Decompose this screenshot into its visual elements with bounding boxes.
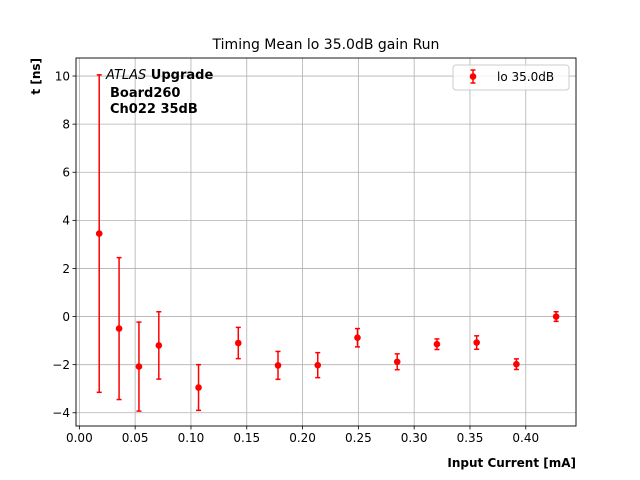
x-tick-label: 0.05 [122, 431, 149, 445]
x-tick-label: 0.10 [178, 431, 205, 445]
plot-frame [75, 57, 577, 427]
data-point [155, 311, 163, 380]
data-point [354, 327, 361, 348]
chart-title: Timing Mean lo 35.0dB gain Run [212, 37, 440, 53]
data-marker [393, 358, 401, 366]
legend-box [452, 64, 570, 91]
annotation-line-1: ATLAS Upgrade [105, 68, 213, 83]
grid [76, 58, 576, 426]
legend-label: lo 35.0dB [497, 70, 554, 84]
x-tick-label: 0.30 [401, 431, 428, 445]
data-point [314, 351, 322, 379]
data-layer [95, 74, 560, 412]
data-point [195, 363, 202, 412]
data-marker [115, 325, 123, 332]
data-marker [552, 313, 560, 320]
y-axis-label: t [ns] [29, 58, 43, 95]
data-marker [195, 384, 202, 391]
y-tick-label: 8 [62, 117, 70, 131]
data-marker [135, 363, 143, 370]
ticks: 0.00 0.05 0.10 0.15 0.20 0.25 0.30 0.35 0.40 −4 −2… [52, 69, 539, 445]
data-marker [95, 230, 103, 237]
data-point [234, 326, 242, 360]
legend: lo 35.0dB [452, 64, 570, 91]
y-tick-label: −4 [52, 406, 70, 420]
data-point [274, 350, 282, 381]
annotation-atlas: ATLAS [105, 68, 146, 83]
data-point [552, 311, 560, 323]
y-tick-label: 2 [62, 262, 70, 276]
annotation-upgrade: Upgrade [146, 68, 213, 83]
annotation-line-2: Board260 [110, 86, 180, 101]
x-tick-label: 0.20 [289, 431, 316, 445]
data-point [115, 256, 123, 401]
x-tick-label: 0.40 [512, 431, 539, 445]
data-marker [274, 362, 282, 369]
data-marker [155, 342, 163, 349]
y-tick-label: 4 [62, 214, 70, 228]
data-marker [513, 360, 520, 368]
data-marker [234, 339, 242, 347]
annotation-line-3: Ch022 35dB [110, 102, 198, 117]
y-tick-label: 0 [62, 310, 70, 324]
data-point [513, 358, 520, 371]
x-tick-label: 0.35 [457, 431, 484, 445]
data-marker [433, 340, 441, 348]
data-point [95, 74, 103, 394]
data-marker [314, 361, 322, 369]
data-point [135, 321, 143, 412]
x-tick-label: 0.00 [66, 431, 93, 445]
x-tick-label: 0.25 [345, 431, 372, 445]
x-axis-label: Input Current [mA] [447, 456, 576, 470]
y-tick-label: −2 [52, 358, 70, 372]
legend-marker-point [469, 73, 477, 80]
data-marker [473, 339, 480, 346]
data-marker [354, 334, 361, 342]
y-tick-label: 10 [55, 69, 70, 83]
data-point [473, 335, 480, 351]
data-point [433, 338, 441, 351]
data-point [393, 353, 401, 371]
x-tick-label: 0.15 [233, 431, 260, 445]
y-tick-label: 6 [62, 166, 70, 180]
